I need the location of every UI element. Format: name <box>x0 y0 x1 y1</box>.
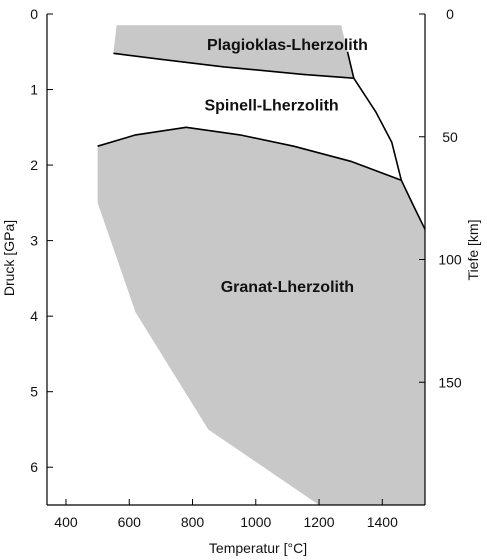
y-left-tick-label: 0 <box>30 6 38 22</box>
x-tick-label: 1000 <box>240 514 271 530</box>
axis-ticks: 400 600 800 1000 1200 1400 0 1 2 3 4 5 6 0 50 100 150 <box>30 6 462 530</box>
boundary-spinel-garnet <box>97 126 402 181</box>
boundary-plagioclase-spinel <box>113 52 354 79</box>
x-tick-label: 1400 <box>367 514 398 530</box>
field-fills <box>97 25 425 506</box>
y-right-tick-label: 50 <box>442 129 458 145</box>
y-left-tick-label: 2 <box>30 157 38 173</box>
x-tick-label: 400 <box>54 514 78 530</box>
x-tick-label: 1200 <box>303 514 334 530</box>
y-left-tick-label: 1 <box>30 82 38 98</box>
y-left-tick-label: 3 <box>30 233 38 249</box>
y-axis-left-title: Druck [GPa] <box>1 220 17 296</box>
y-right-tick-label: 150 <box>438 374 462 390</box>
field-fill-2 <box>97 127 425 506</box>
y-right-tick-label: 100 <box>438 252 462 268</box>
y-left-tick-label: 6 <box>30 459 38 475</box>
field-labels: Plagioklas-Lherzolith Spinell-Lherzolith G… <box>204 37 367 296</box>
field-label-0: Plagioklas-Lherzolith <box>207 37 368 54</box>
boundary-solidus <box>346 51 426 230</box>
y-left-tick-label: 4 <box>30 308 38 324</box>
field-label-1: Spinell-Lherzolith <box>204 98 338 115</box>
y-axis-right-title: Tiefe [km] <box>465 220 481 281</box>
x-tick-label: 800 <box>181 514 205 530</box>
boundary-lines <box>97 51 426 230</box>
x-tick-label: 600 <box>118 514 142 530</box>
field-fill-0 <box>113 25 354 79</box>
y-left-tick-label: 5 <box>30 384 38 400</box>
y-right-tick-label: 0 <box>446 6 454 22</box>
field-label-2: Granat-Lherzolith <box>221 279 354 296</box>
x-axis-title: Temperatur [°C] <box>209 540 307 556</box>
